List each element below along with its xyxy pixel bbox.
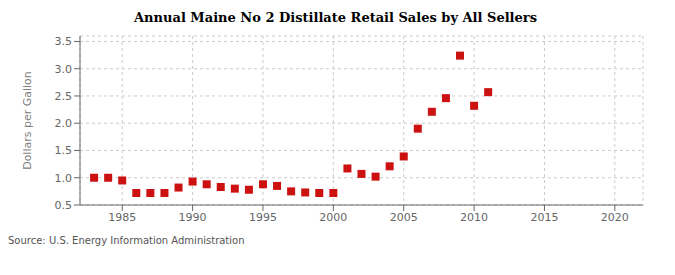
svg-text:2010: 2010	[460, 211, 488, 224]
html-text:Annual Maine No 2 Distillate R: Annual Maine No 2 Distillate Retail Sale…	[134, 10, 537, 25]
html-text:Source: U.S. Energy Informatio: Source: U.S. Energy Information Administ…	[8, 235, 245, 246]
svg-text:3.5: 3.5	[55, 35, 73, 48]
svg-text:2005: 2005	[390, 211, 418, 224]
svg-text:2.0: 2.0	[55, 117, 73, 130]
svg-text:2015: 2015	[530, 211, 558, 224]
svg-text:2020: 2020	[601, 211, 629, 224]
svg-text:1985: 1985	[108, 211, 136, 224]
svg-text:0.5: 0.5	[55, 199, 73, 212]
svg-text:1.0: 1.0	[55, 172, 73, 185]
svg-text:2000: 2000	[319, 211, 347, 224]
svg-text:1990: 1990	[179, 211, 207, 224]
svg-text:2.5: 2.5	[55, 90, 73, 103]
svg-text:3.0: 3.0	[55, 63, 73, 76]
svg-text:1.5: 1.5	[55, 144, 73, 157]
svg-text:Dollars per Gallon: Dollars per Gallon	[21, 71, 34, 170]
svg-text:1995: 1995	[249, 211, 277, 224]
